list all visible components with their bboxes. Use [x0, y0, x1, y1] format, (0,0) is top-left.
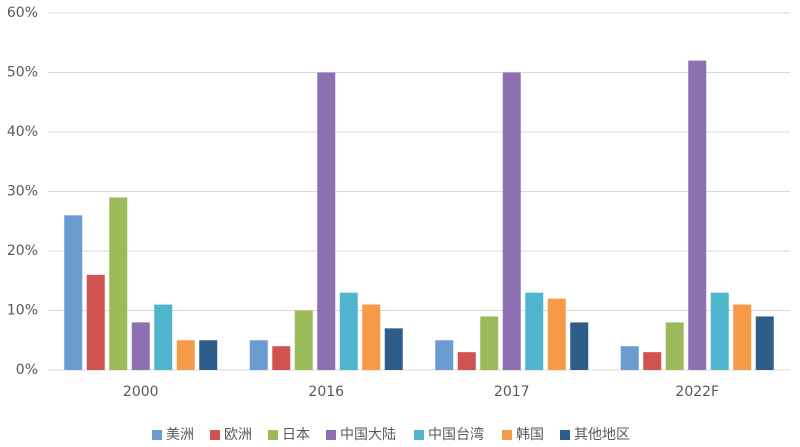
- bar: [86, 274, 105, 370]
- bar: [665, 322, 684, 370]
- bar: [272, 346, 291, 370]
- legend-label: 欧洲: [224, 427, 252, 443]
- legend-swatch: [268, 430, 278, 440]
- legend-swatch: [502, 430, 512, 440]
- bar: [131, 322, 150, 370]
- legend-swatch: [152, 430, 162, 440]
- legend-label: 中国大陆: [340, 427, 396, 443]
- legend-swatch: [560, 430, 570, 440]
- y-tick-label: 40%: [7, 124, 38, 140]
- legend-swatch: [210, 430, 220, 440]
- bar: [362, 304, 381, 370]
- x-tick-label: 2016: [308, 384, 344, 400]
- y-tick-label: 10%: [7, 303, 38, 319]
- bar: [570, 322, 589, 370]
- bar: [199, 340, 218, 370]
- bar: [688, 60, 707, 370]
- bar: [249, 340, 268, 370]
- bar: [755, 316, 774, 370]
- bar: [547, 298, 566, 370]
- bar: [384, 328, 403, 370]
- bar: [457, 352, 476, 370]
- legend-label: 其他地区: [574, 427, 630, 443]
- bar: [733, 304, 752, 370]
- legend-swatch: [326, 430, 336, 440]
- y-tick-label: 30%: [7, 184, 38, 200]
- bar: [109, 197, 128, 370]
- x-tick-label: 2017: [494, 384, 530, 400]
- legend-label: 中国台湾: [428, 426, 484, 443]
- bar: [339, 292, 358, 370]
- bar: [176, 340, 195, 370]
- legend-swatch: [414, 430, 424, 440]
- bar: [502, 72, 521, 370]
- bar: [317, 72, 336, 370]
- bar: [64, 215, 83, 370]
- bar: [620, 346, 639, 370]
- x-tick-label: 2000: [123, 384, 159, 400]
- y-tick-label: 0%: [16, 362, 38, 378]
- bar: [525, 292, 544, 370]
- legend-label: 日本: [282, 427, 310, 443]
- bar: [643, 352, 662, 370]
- y-tick-label: 50%: [7, 65, 38, 81]
- legend-label: 美洲: [166, 427, 194, 443]
- bar: [294, 310, 313, 370]
- bar: [710, 292, 729, 370]
- bar: [480, 316, 499, 370]
- y-tick-label: 60%: [7, 5, 38, 21]
- bar: [435, 340, 454, 370]
- bar: [154, 304, 173, 370]
- y-tick-label: 20%: [7, 243, 38, 259]
- legend-label: 韩国: [516, 427, 544, 443]
- x-tick-label: 2022F: [675, 384, 719, 400]
